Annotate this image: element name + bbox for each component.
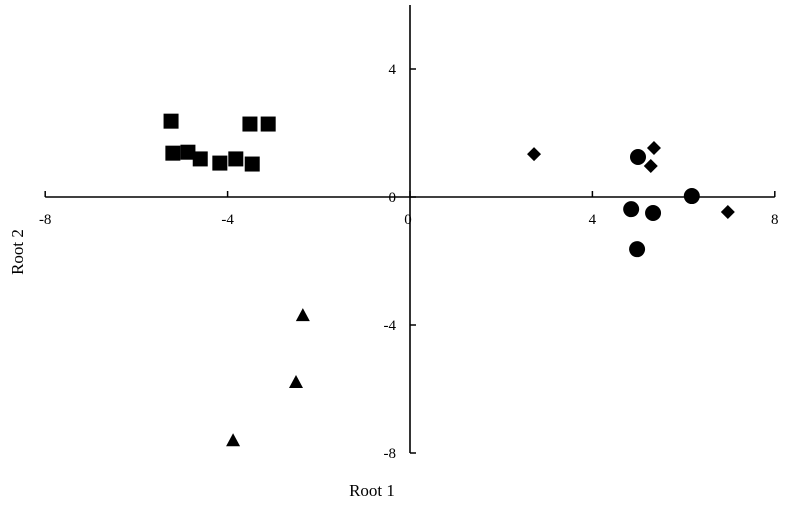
y-tick-label: 0 (389, 190, 397, 206)
diamond-point (646, 141, 661, 156)
x-axis-label: Root 1 (349, 481, 395, 500)
x-tick-label: -4 (221, 212, 234, 228)
circle-point (630, 149, 646, 165)
square-point (212, 155, 228, 171)
square-point (180, 144, 196, 160)
data-points (163, 113, 735, 447)
circle-point (645, 205, 662, 221)
square-point (228, 151, 244, 167)
square-point (260, 116, 276, 132)
y-tick-label: -8 (384, 446, 397, 462)
x-tick-label: 0 (404, 212, 412, 228)
triangle-point (295, 308, 310, 322)
y-tick-label: -4 (384, 318, 397, 334)
triangle-point (226, 433, 241, 447)
x-tick-label: -8 (39, 212, 52, 228)
square-point (192, 151, 208, 167)
diamond-point (720, 205, 735, 220)
square-point (242, 116, 258, 132)
x-tick-label: 4 (589, 212, 597, 228)
circle-point (629, 241, 646, 258)
square-point (244, 156, 260, 172)
circle-point (683, 188, 700, 205)
diamond-point (643, 158, 658, 173)
circle-point (623, 201, 640, 218)
tick-labels: -8 -4 0 4 8 4 -4 -8 0 (39, 62, 779, 462)
axes (44, 5, 776, 454)
square-point (163, 113, 179, 129)
y-tick-label: 4 (389, 62, 397, 78)
triangle-point (289, 374, 303, 388)
square-point (165, 145, 181, 161)
x-tick-label: 8 (771, 212, 779, 228)
y-axis-label: Root 2 (8, 229, 27, 275)
diamond-point (527, 147, 542, 162)
